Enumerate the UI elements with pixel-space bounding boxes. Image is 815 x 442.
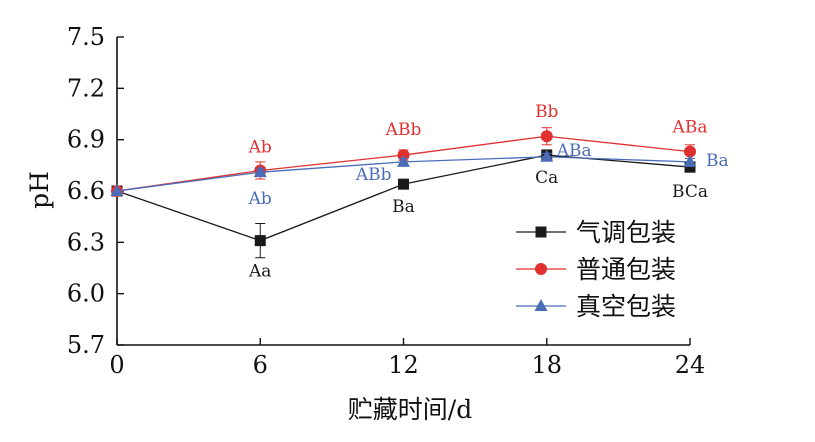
y-tick-label: 6.3 [67,228,105,256]
x-axis-label: 贮藏时间/d [348,395,472,424]
data-point [684,145,696,158]
x-tick-label: 12 [388,351,419,379]
data-point [540,130,553,143]
y-tick-label: 7.2 [67,74,105,102]
data-point [254,235,266,247]
y-tick-label: 5.7 [67,331,105,359]
significance-label: Ca [535,168,558,188]
data-point [540,149,554,162]
x-tick-label: 18 [531,351,562,379]
y-tick-label: 6.9 [67,126,105,154]
data-point [397,154,410,167]
x-tick-label: 24 [675,351,706,379]
y-axis-label: pH [25,171,54,209]
significance-label: Aa [248,262,271,282]
legend-marker [535,226,547,238]
data-point [398,178,409,190]
data-point [253,165,267,178]
data-point [683,154,697,167]
legend-entry: 普通包装 [516,255,676,284]
axes: 5.7 6.0 6.3 6.6 6.9 7.2 7.5 0 6 12 18 24 [67,23,705,379]
legend-label: 气调包装 [576,218,676,247]
significance-label: Ba [392,197,415,217]
significance-label: Ab [248,137,272,157]
y-tick-label: 6.6 [67,177,105,205]
legend-entry: 气调包装 [516,218,676,247]
legend-label: 真空包装 [576,292,676,321]
x-tick-label: 6 [253,351,268,379]
legend-entry: 真空包装 [516,292,676,321]
significance-label: ABb [385,120,422,140]
significance-label: Bb [535,102,558,122]
legend-label: 普通包装 [576,255,676,284]
y-tick-label: 7.5 [67,23,105,51]
legend-marker [534,299,548,311]
series-triangle [110,149,697,196]
x-tick-label: 0 [109,351,124,379]
annotation-layer: Aa Ba Ca BCa Ab ABb Bb ABa Ab ABb ABa Ba [248,102,729,281]
significance-label: ABa [672,118,708,138]
significance-label: BCa [672,182,708,202]
data-point [684,161,696,173]
significance-label: Ba [706,151,729,171]
significance-label: ABb [355,165,392,185]
legend-marker [535,263,547,275]
significance-label: Ab [248,189,272,209]
significance-label: ABa [556,141,592,161]
y-tick-label: 6.0 [67,280,105,308]
series-layer [110,127,697,259]
data-point [110,184,124,196]
